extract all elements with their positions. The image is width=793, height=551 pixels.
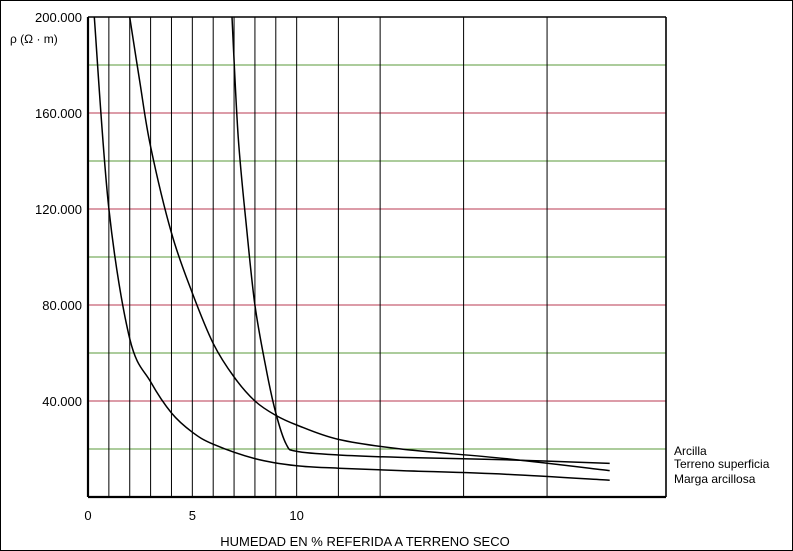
x-tick-label-1: 5 [189,508,196,523]
y-tick-label-3: 160.000 [35,106,82,121]
y-tick-label-0: 40.000 [42,394,82,409]
series-label-1: Terreno superficia [674,457,770,471]
x-tick-label-2: 10 [289,508,303,523]
curves [93,16,610,481]
axes [86,16,667,499]
series-line-1 [128,16,610,472]
y-tick-label-4: 200.000 [35,10,82,25]
x-axis-label: HUMEDAD EN % REFERIDA A TERRENO SECO [220,534,509,549]
series-label-0: Arcilla [674,444,707,458]
y-tick-label-1: 80.000 [42,298,82,313]
x-tick-label-0: 0 [84,508,91,523]
series-label-2: Marga arcillosa [674,472,756,486]
vertical-gridlines [108,17,548,497]
y-tick-label-2: 120.000 [35,202,82,217]
series-line-2 [93,16,610,481]
y-axis-label: ρ (Ω · m) [10,32,58,46]
series-line-0 [231,16,610,465]
horizontal-gridlines [88,64,666,450]
